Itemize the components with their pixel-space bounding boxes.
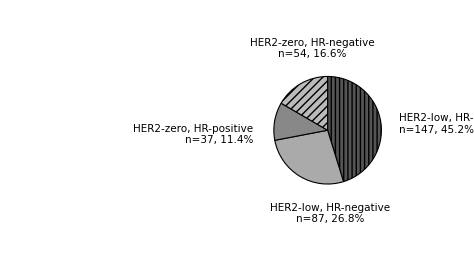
Wedge shape xyxy=(328,76,382,182)
Text: HER2-zero, HR-positive
n=37, 11.4%: HER2-zero, HR-positive n=37, 11.4% xyxy=(133,124,254,145)
Wedge shape xyxy=(274,103,328,140)
Text: HER2-low, HR-positive
n=147, 45.2%: HER2-low, HR-positive n=147, 45.2% xyxy=(399,113,474,135)
Wedge shape xyxy=(275,130,344,184)
Text: HER2-zero, HR-negative
n=54, 16.6%: HER2-zero, HR-negative n=54, 16.6% xyxy=(250,38,375,59)
Wedge shape xyxy=(281,76,328,130)
Text: HER2-low, HR-negative
n=87, 26.8%: HER2-low, HR-negative n=87, 26.8% xyxy=(270,203,391,224)
